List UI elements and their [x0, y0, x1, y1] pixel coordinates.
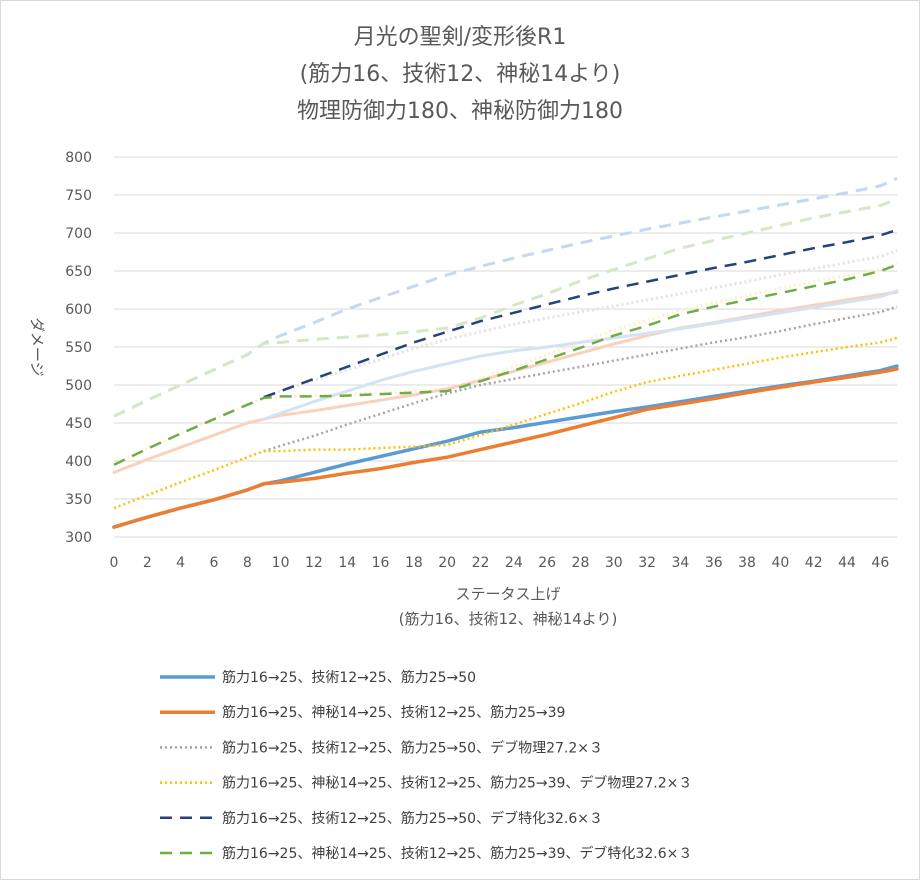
legend-label-1: 筋力16→25、技術12→25、筋力25→50	[222, 669, 476, 686]
x-tick-label: 8	[243, 555, 252, 571]
background-series-line-4	[113, 261, 898, 467]
x-tick-label: 42	[805, 555, 823, 571]
y-tick-label: 550	[65, 340, 92, 356]
background-series-line-2	[113, 197, 898, 418]
chart-title-line-2: (筋力16、技術12、神秘14より)	[300, 62, 621, 87]
legend-label-3: 筋力16→25、技術12→25、筋力25→50、デブ物理27.2×３	[222, 739, 603, 756]
x-tick-label: 44	[838, 555, 856, 571]
y-axis-title: ダメージ	[28, 317, 46, 376]
legend-label-6: 筋力16→25、神秘14→25、技術12→25、筋力25→39、デブ特化32.6…	[222, 845, 692, 862]
series-line-1	[112, 364, 899, 529]
x-tick-label: 30	[605, 555, 623, 571]
x-axis-title-line-1: ステータス上げ	[455, 585, 560, 603]
gridlines	[114, 156, 897, 538]
x-tick-label: 14	[338, 555, 356, 571]
x-tick-label: 36	[705, 555, 723, 571]
data-series	[112, 228, 899, 529]
x-tick-label: 32	[638, 555, 656, 571]
chart-title-line-1: 月光の聖剣/変形後R1	[354, 25, 567, 50]
y-tick-label: 500	[65, 378, 92, 394]
x-tick-label: 20	[438, 555, 456, 571]
legend-label-4: 筋力16→25、神秘14→25、技術12→25、筋力25→39、デブ物理27.2…	[222, 775, 692, 792]
series-line-6	[113, 263, 898, 466]
x-tick-label: 46	[871, 555, 889, 571]
x-tick-label: 2	[143, 555, 152, 571]
background-series-line-5	[112, 290, 899, 474]
y-tick-label: 450	[65, 416, 92, 432]
x-tick-label: 16	[372, 555, 390, 571]
y-tick-label: 300	[65, 530, 92, 546]
x-tick-label: 10	[272, 555, 290, 571]
legend-label-5: 筋力16→25、技術12→25、筋力25→50、デブ特化32.6×３	[222, 810, 603, 827]
x-tick-label: 24	[505, 555, 523, 571]
x-tick-label: 28	[572, 555, 590, 571]
x-tick-label: 18	[405, 555, 423, 571]
x-tick-label: 12	[305, 555, 323, 571]
y-tick-label: 750	[65, 188, 92, 204]
series-line-2	[112, 367, 899, 529]
x-tick-label: 6	[209, 555, 218, 571]
x-axis-title-line-2: (筋力16、技術12、神秘14より)	[399, 610, 618, 628]
chart-title-line-3: 物理防御力180、神秘防御力180	[297, 99, 623, 124]
x-tick-label: 40	[771, 555, 789, 571]
series-line-5	[263, 228, 898, 399]
y-tick-label: 400	[65, 454, 92, 470]
background-series-line-3	[263, 249, 898, 399]
x-tick-label: 38	[738, 555, 756, 571]
y-tick-label: 350	[65, 492, 92, 508]
y-tick-label: 800	[65, 150, 92, 166]
background-series	[112, 176, 899, 474]
x-tick-label: 0	[110, 555, 119, 571]
legend-label-2: 筋力16→25、神秘14→25、技術12→25、筋力25→39	[222, 704, 565, 721]
legend: 筋力16→25、技術12→25、筋力25→50 筋力16→25、神秘14→25、技…	[160, 669, 692, 862]
y-tick-label: 600	[65, 302, 92, 318]
y-tick-label: 700	[65, 226, 92, 242]
y-tick-label: 650	[65, 264, 92, 280]
x-axis-ticks: 0 2 4 6 8 10 12 14 16 18 20 22 24 26 28 30 32 34 36 38 40 42 4…	[110, 555, 890, 571]
series-line-4	[113, 336, 898, 510]
background-series-line-6	[262, 289, 899, 421]
x-tick-label: 34	[672, 555, 690, 571]
y-axis-ticks: 300 350 400 450 500 550 600 650 700 750 800	[65, 150, 92, 546]
chart-title: 月光の聖剣/変形後R1 (筋力16、技術12、神秘14より) 物理防御力180、…	[297, 25, 623, 124]
x-tick-label: 26	[538, 555, 556, 571]
x-tick-label: 4	[176, 555, 185, 571]
x-tick-label: 22	[472, 555, 490, 571]
series-line-3	[263, 305, 898, 453]
